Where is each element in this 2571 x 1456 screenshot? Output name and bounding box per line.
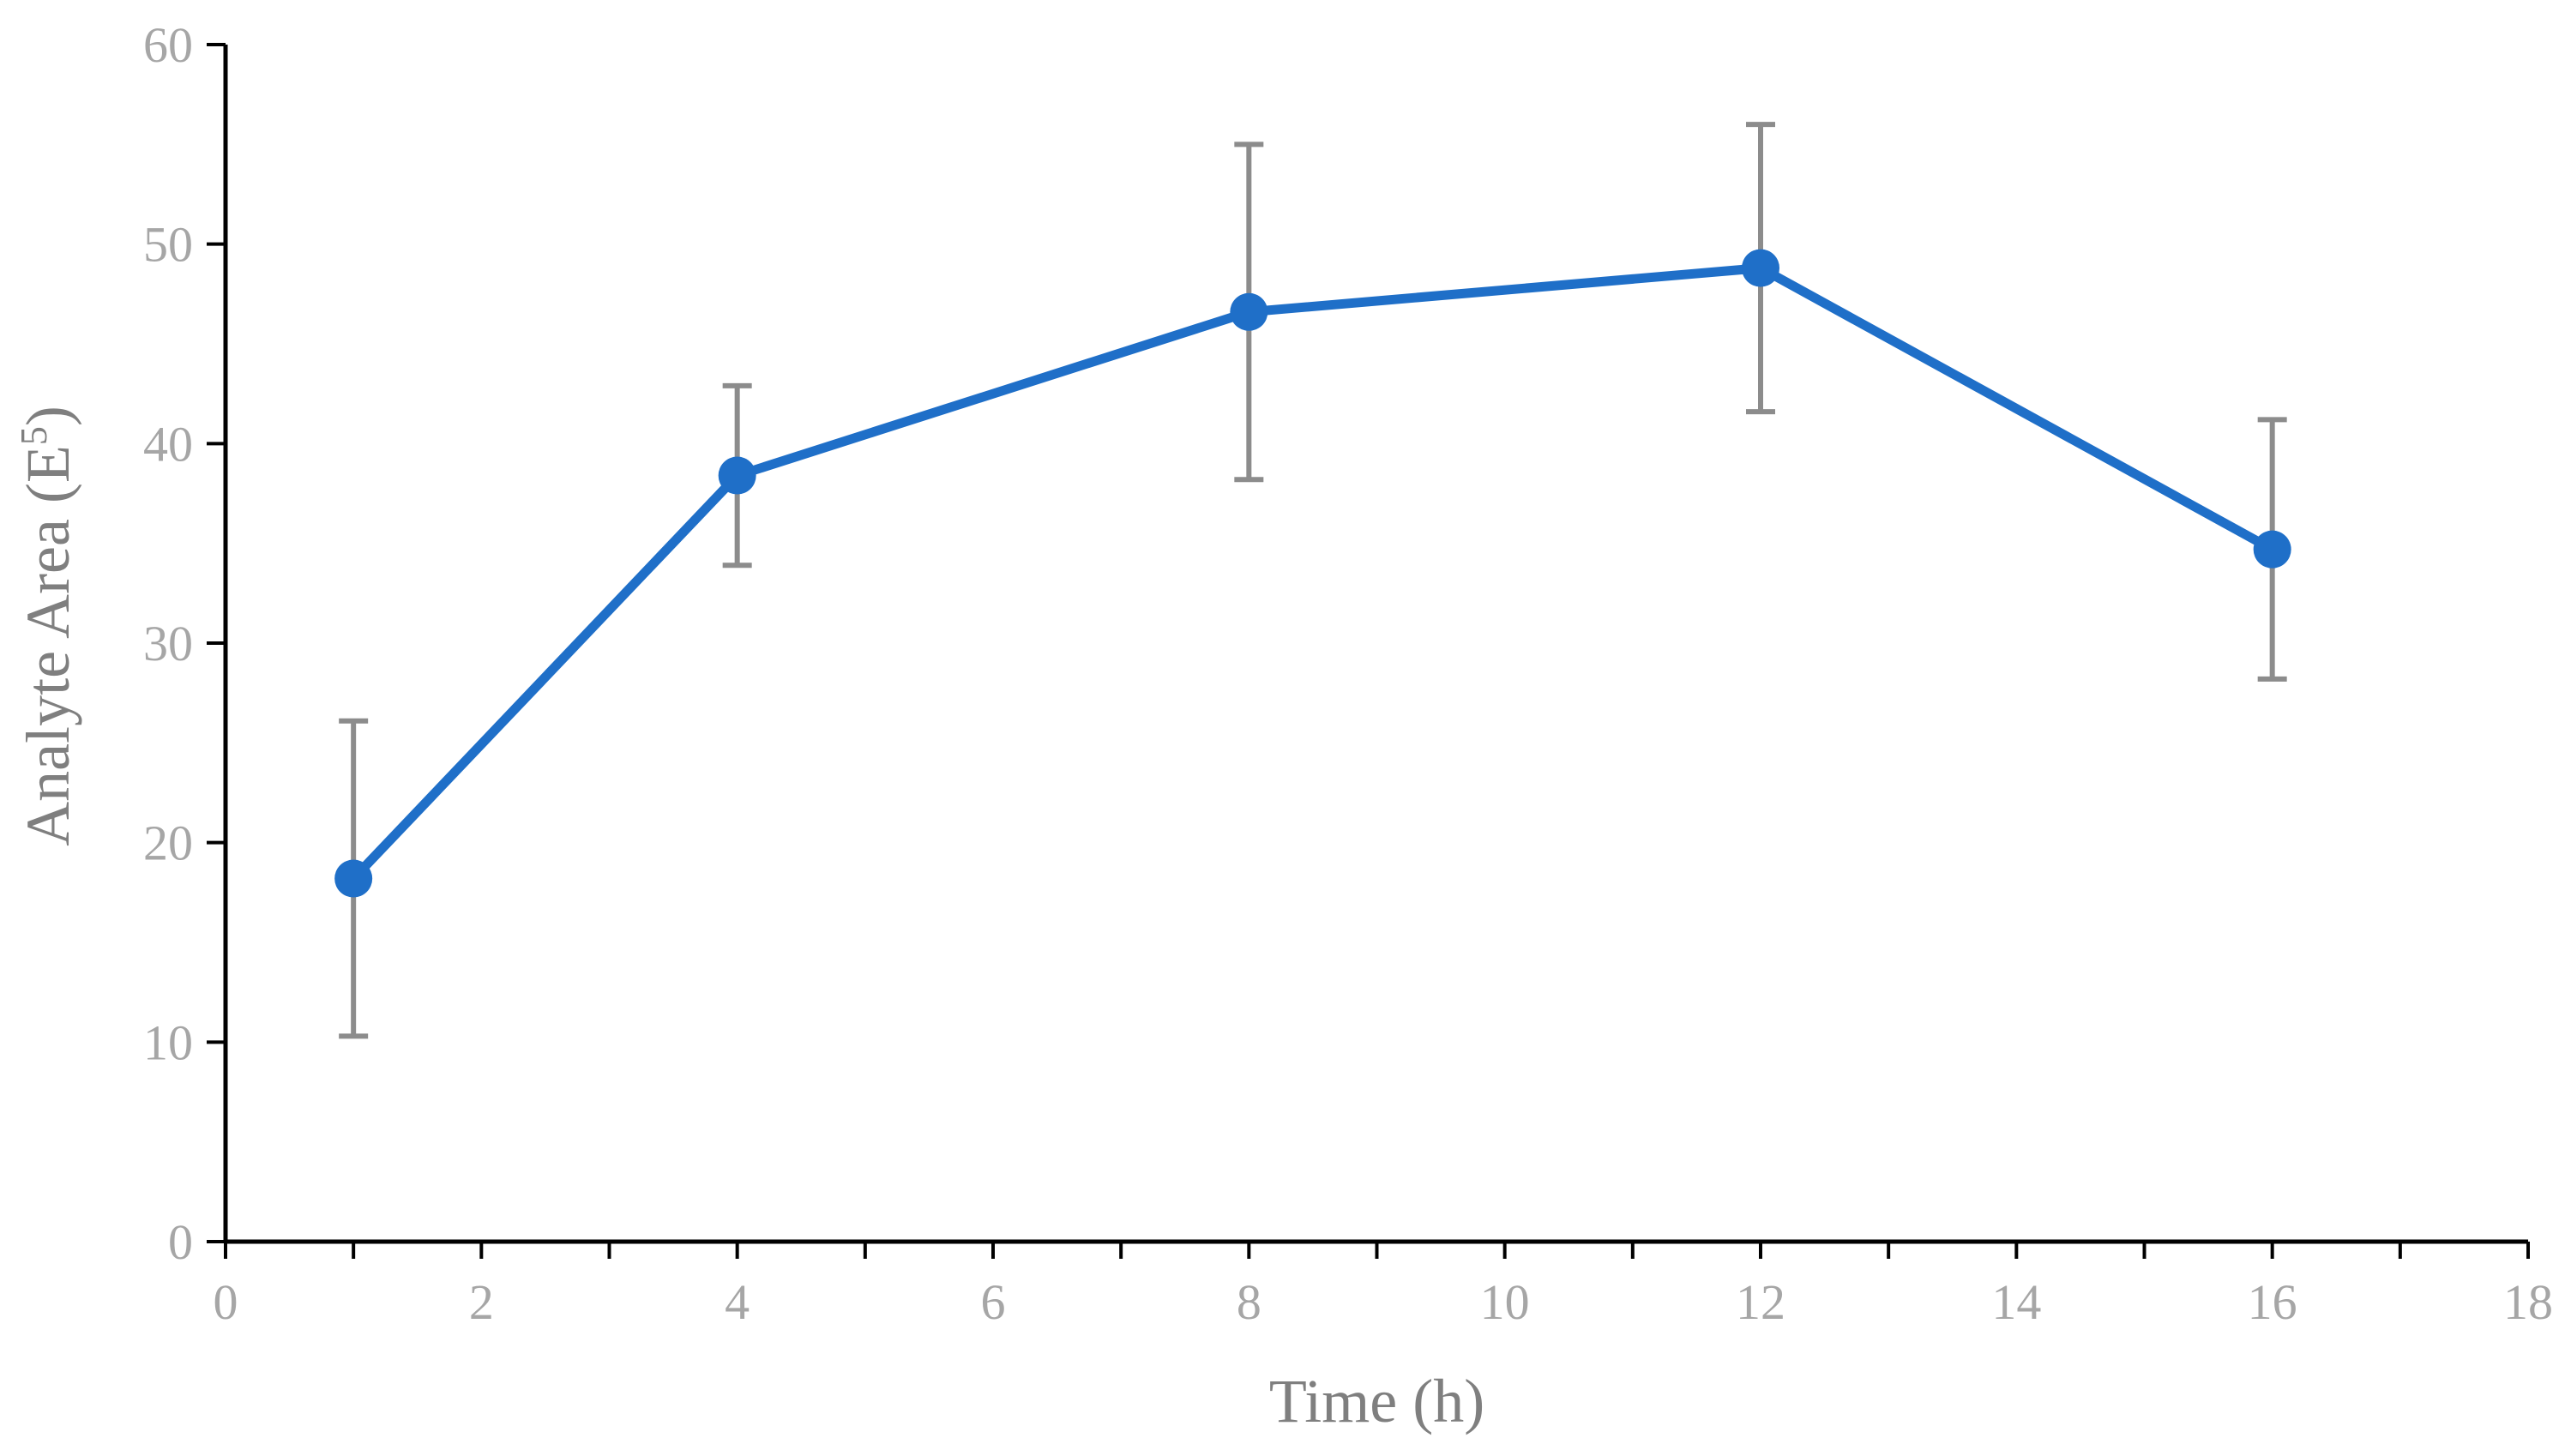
y-axis-title: Analyte Area (E5) <box>13 406 82 846</box>
y-ticks: 0 10 20 30 40 50 60 <box>143 17 226 1270</box>
y-tick-label: 0 <box>168 1214 193 1270</box>
series-group <box>334 249 2291 898</box>
y-axis-title-superscript: 5 <box>13 426 55 445</box>
data-point <box>1230 292 1268 331</box>
x-tick-label: 12 <box>1736 1274 1785 1330</box>
x-tick-label: 10 <box>1480 1274 1530 1330</box>
x-tick-label: 2 <box>469 1274 494 1330</box>
x-tick-label: 4 <box>725 1274 750 1330</box>
y-tick-label: 20 <box>143 815 193 871</box>
y-tick-label: 30 <box>143 616 193 671</box>
y-tick-label: 50 <box>143 217 193 273</box>
data-point <box>334 859 373 898</box>
y-tick-label: 60 <box>143 17 193 73</box>
x-ticks: 0 2 4 6 8 10 12 14 16 18 <box>214 1242 2553 1330</box>
axes <box>223 45 2528 1244</box>
series-line <box>348 263 2278 884</box>
data-point <box>718 456 756 495</box>
y-axis-title-main: Analyte Area (E <box>14 445 82 846</box>
y-tick-label: 10 <box>143 1014 193 1070</box>
data-point <box>1742 249 1779 287</box>
x-tick-label: 6 <box>981 1274 1006 1330</box>
data-point <box>2253 530 2291 569</box>
x-tick-label: 18 <box>2503 1274 2553 1330</box>
x-tick-label: 14 <box>1991 1274 2041 1330</box>
x-axis-title: Time (h) <box>1269 1367 1484 1435</box>
y-axis-title-close: ) <box>14 406 82 426</box>
x-tick-label: 8 <box>1237 1274 1261 1330</box>
y-tick-label: 40 <box>143 416 193 472</box>
x-tick-label: 0 <box>214 1274 238 1330</box>
x-tick-label: 16 <box>2248 1274 2297 1330</box>
